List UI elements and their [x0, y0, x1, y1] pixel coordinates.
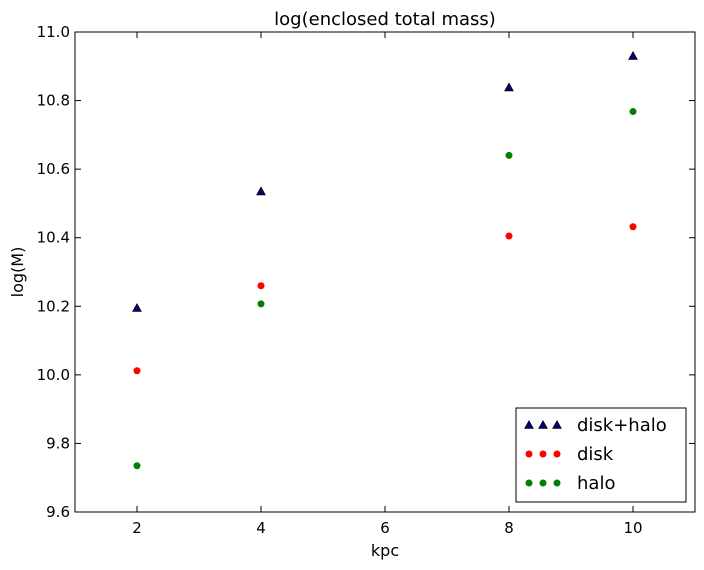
point-disk [629, 223, 637, 231]
legend-marker-disk [525, 450, 533, 458]
point-halo [629, 108, 637, 116]
y-axis: 9.6 9.8 10.0 10.2 10.4 10.6 10.8 11.0 [37, 23, 695, 521]
legend-marker-disk-halo [552, 419, 562, 429]
y-tick-label: 9.8 [46, 434, 70, 452]
x-tick-label: 2 [132, 519, 142, 537]
point-disk-halo [504, 82, 514, 92]
legend: disk+halo disk halo [515, 407, 687, 503]
x-tick-label: 10 [623, 519, 642, 537]
x-axis-label: kpc [371, 541, 399, 560]
point-disk-halo [132, 302, 142, 312]
point-halo [505, 151, 513, 159]
legend-marker-halo [539, 479, 547, 487]
legend-marker-disk [539, 450, 547, 458]
y-tick-label: 9.6 [46, 503, 70, 521]
point-disk [133, 367, 141, 375]
legend-label-halo: halo [577, 473, 615, 494]
point-disk-halo [256, 186, 266, 196]
x-tick-label: 4 [256, 519, 266, 537]
legend-marker-disk-halo [538, 419, 548, 429]
legend-marker-disk [553, 450, 561, 458]
point-disk [257, 282, 265, 290]
legend-marker-halo [553, 479, 561, 487]
legend-marker-disk-halo [524, 419, 534, 429]
data-points [132, 50, 638, 470]
point-disk [505, 232, 513, 240]
y-axis-label: log(M) [8, 247, 27, 298]
y-tick-label: 10.6 [37, 160, 70, 178]
y-tick-label: 10.8 [37, 92, 70, 110]
chart-title: log(enclosed total mass) [274, 9, 496, 30]
y-tick-label: 10.4 [37, 229, 70, 247]
x-tick-label: 8 [504, 519, 514, 537]
legend-marker-halo [525, 479, 533, 487]
point-halo [133, 462, 141, 470]
x-tick-label: 6 [380, 519, 390, 537]
y-tick-label: 10.2 [37, 297, 70, 315]
legend-label-disk: disk [577, 444, 614, 465]
point-halo [257, 300, 265, 308]
legend-label-disk-halo: disk+halo [577, 415, 667, 436]
y-tick-label: 11.0 [37, 23, 70, 41]
x-axis: 2 4 6 8 10 [132, 32, 643, 537]
point-disk-halo [628, 50, 638, 60]
y-tick-label: 10.0 [37, 366, 70, 384]
